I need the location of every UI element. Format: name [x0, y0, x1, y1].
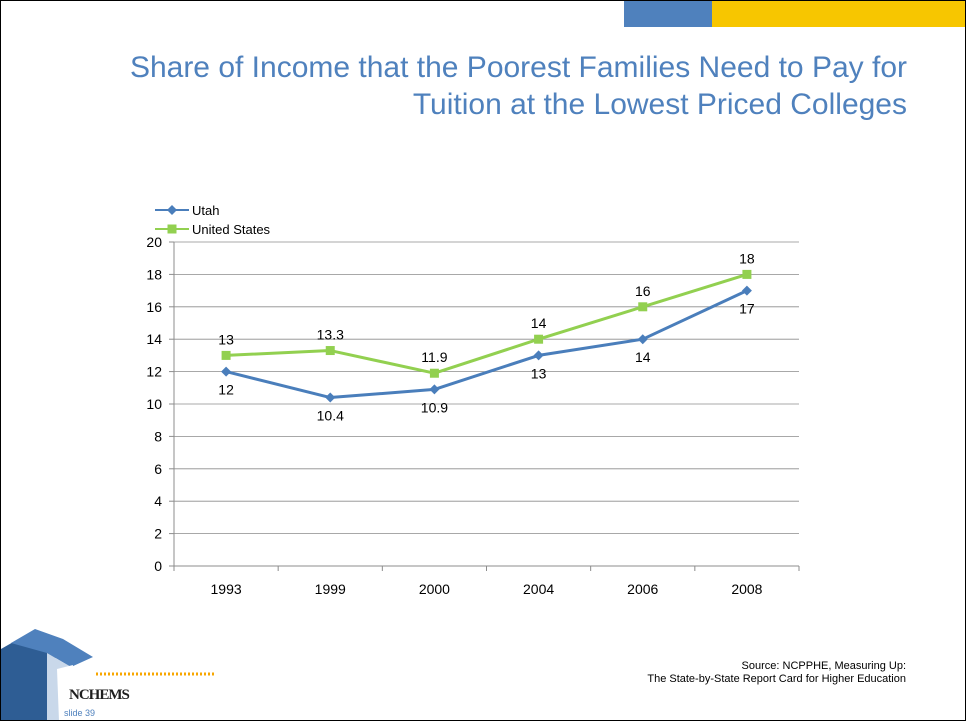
y-tick-label: 12	[146, 364, 162, 380]
data-point	[742, 269, 752, 279]
x-tick-label: 2004	[523, 581, 554, 597]
data-point	[325, 346, 335, 356]
data-point	[638, 302, 648, 312]
data-point	[741, 285, 752, 296]
data-label: 13	[531, 365, 547, 381]
slide-title: Share of Income that the Poorest Familie…	[27, 49, 907, 123]
data-label: 11.9	[421, 349, 447, 365]
source-note: Source: NCPPHE, Measuring Up: The State-…	[647, 660, 906, 686]
source-line-1: Source: NCPPHE, Measuring Up:	[741, 660, 906, 672]
data-point	[325, 392, 336, 403]
data-point	[533, 350, 544, 361]
data-label: 13.3	[317, 327, 344, 343]
accent-bar-blue	[624, 1, 712, 27]
series-utah: 12 10.4 10.9 13 14 17	[218, 285, 755, 424]
legend-entry: Utah	[192, 203, 219, 218]
series-line	[226, 272, 748, 375]
x-tick-label: 1999	[315, 581, 346, 597]
y-tick-label: 0	[154, 558, 162, 574]
y-tick-label: 18	[146, 266, 162, 282]
y-tick-label: 6	[154, 461, 162, 477]
nchems-logo: NCHEMS	[1, 629, 216, 720]
series-line	[225, 289, 748, 400]
slide-number: slide 39	[64, 708, 96, 718]
x-tick-label: 2006	[627, 581, 658, 597]
data-point	[637, 334, 648, 345]
x-tick-label: 2008	[731, 581, 762, 597]
data-point	[221, 350, 231, 360]
y-tick-label: 2	[154, 526, 162, 542]
axes: 0 2 4 6 8 10 12 14 16 18 20 1993 1999 2000 2004 2006 200…	[146, 234, 800, 597]
legend: Utah United States	[155, 203, 271, 237]
x-tick-label: 2000	[419, 581, 450, 597]
y-tick-label: 16	[146, 299, 162, 315]
data-label: 10.9	[421, 399, 448, 415]
legend-marker	[167, 224, 177, 234]
data-label: 16	[635, 283, 651, 299]
data-point	[534, 334, 544, 344]
title-line-1: Share of Income that the Poorest Familie…	[129, 51, 907, 84]
y-tick-label: 14	[146, 331, 162, 347]
accent-bar-yellow	[712, 1, 965, 27]
data-label: 14	[531, 315, 547, 331]
title-line-2: Tuition at the Lowest Priced Colleges	[412, 88, 907, 121]
data-label: 17	[739, 301, 755, 317]
y-tick-label: 10	[146, 396, 162, 412]
x-tick-label: 1993	[211, 581, 242, 597]
data-point	[429, 368, 439, 378]
series: 12 10.4 10.9 13 14 17 13 13.3 11.9 14 16 18	[218, 250, 755, 423]
data-label: 13	[218, 331, 234, 347]
y-tick-label: 8	[154, 428, 162, 444]
gridlines	[174, 241, 799, 534]
data-label: 18	[739, 250, 755, 266]
legend-marker	[167, 205, 177, 215]
data-label: 14	[635, 349, 651, 365]
series-united-states: 13 13.3 11.9 14 16 18	[218, 250, 755, 378]
y-tick-label: 20	[146, 234, 162, 250]
y-tick-label: 4	[154, 493, 162, 509]
logo-text: NCHEMS	[69, 687, 129, 703]
data-point	[429, 384, 440, 395]
data-label: 12	[218, 382, 234, 398]
data-point	[221, 366, 232, 377]
data-label: 10.4	[317, 408, 344, 424]
source-line-2: The State-by-State Report Card for Highe…	[647, 673, 906, 685]
legend-entry: United States	[192, 222, 271, 237]
